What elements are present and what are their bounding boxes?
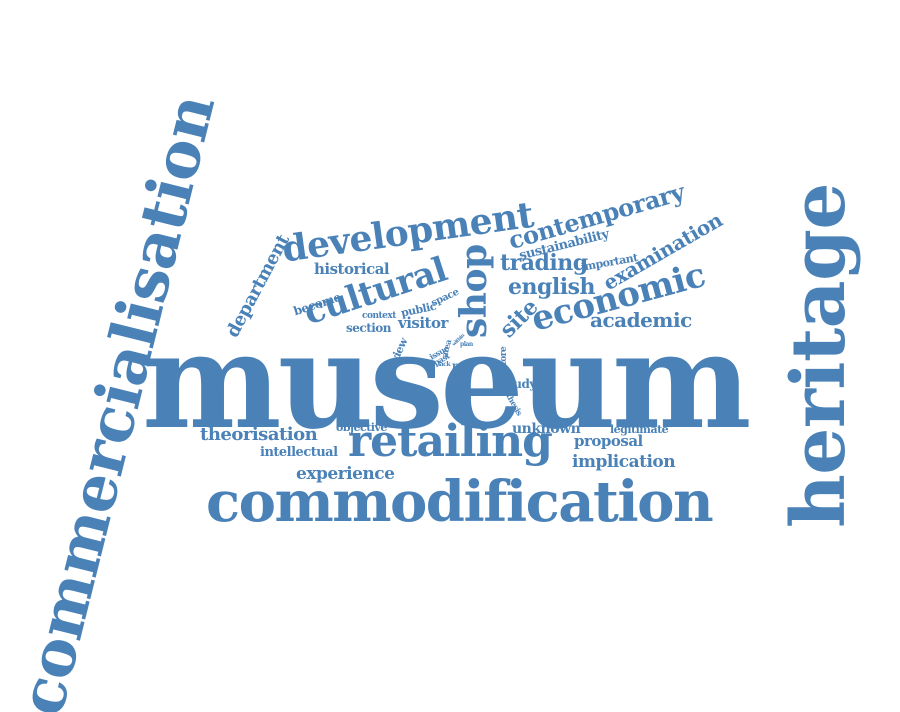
word-experience: experience (296, 464, 395, 484)
word-role: role (452, 361, 473, 372)
word-shop: shop (453, 244, 495, 338)
word-legitimate: legitimate (610, 423, 669, 436)
word-retailing: retailing (348, 416, 553, 467)
word-development: development (279, 193, 537, 271)
word-historical: historical (314, 260, 390, 278)
word-heritage: heritage (776, 183, 862, 528)
word-future: future (382, 381, 415, 392)
word-context: context (362, 311, 396, 321)
word-theorisation: theorisation (200, 424, 318, 445)
word-store: store (499, 346, 509, 370)
word-museum: museum (142, 304, 752, 459)
word-lack: lack (438, 361, 450, 368)
word-intellectual: intellectual (260, 445, 338, 460)
word-english: english (508, 274, 595, 300)
word-academic: academic (590, 308, 692, 332)
word-section: section (346, 321, 392, 335)
word-trading: trading (500, 250, 588, 276)
word-unknown: unknown (512, 421, 581, 437)
word-commodification: commodification (206, 469, 714, 535)
word-implication: implication (572, 452, 676, 472)
word-visitor: visitor (398, 314, 448, 332)
word-study: study (502, 377, 536, 391)
word-plan: plan (460, 341, 473, 348)
word-paper: paper (461, 382, 472, 412)
word-objective: objective (336, 421, 387, 434)
word-proposal: proposal (574, 432, 643, 450)
